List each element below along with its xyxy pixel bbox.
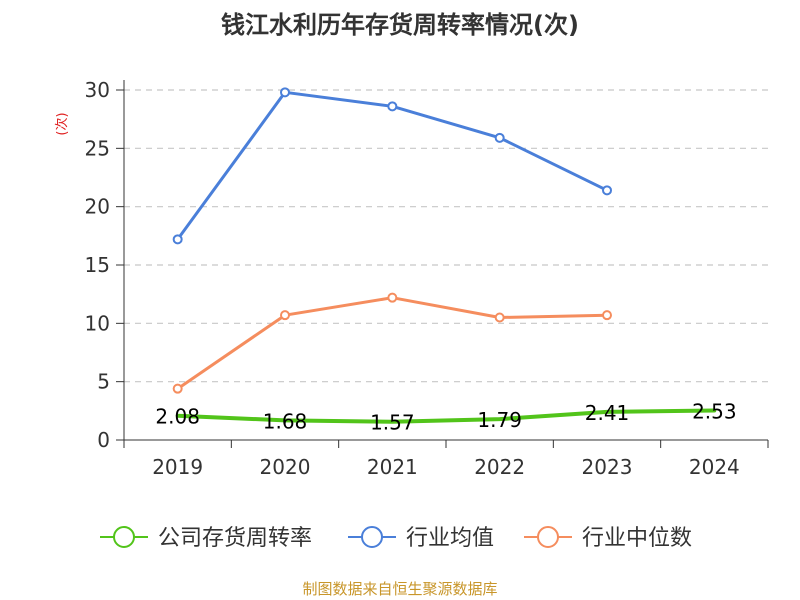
series-line-2	[176, 296, 609, 391]
series-point	[280, 87, 290, 98]
series-group	[172, 87, 717, 424]
grid-lines	[124, 89, 768, 383]
legend: 公司存货周转率 行业均值 行业中位数	[100, 526, 692, 551]
x-tick-label: 2024	[689, 455, 740, 479]
y-tick-label: 25	[85, 136, 110, 160]
series-point	[494, 312, 505, 323]
axes	[116, 80, 769, 448]
data-label: 2.41	[585, 401, 630, 425]
x-tick-labels: 2019 2020 2021 2022 2023 2024	[152, 455, 740, 479]
y-tick-label: 0	[97, 428, 110, 452]
legend-marker	[113, 526, 135, 548]
series-point	[172, 234, 183, 245]
legend-marker	[537, 526, 559, 548]
legend-label: 行业均值	[406, 526, 494, 551]
legend-marker	[361, 526, 383, 548]
series-point	[172, 383, 183, 394]
series-point	[602, 185, 612, 196]
data-label: 1.68	[263, 409, 308, 433]
x-tick-label: 2021	[367, 455, 418, 479]
x-tick-label: 2019	[152, 455, 203, 479]
series-line-0	[175, 408, 717, 424]
x-tick-label: 2023	[582, 455, 633, 479]
y-tick-label: 30	[85, 78, 110, 102]
x-tick-label: 2022	[474, 455, 525, 479]
legend-label: 公司存货周转率	[158, 526, 312, 551]
legend-label: 行业中位数	[582, 526, 692, 551]
series-point	[387, 292, 398, 303]
series-point	[387, 101, 398, 112]
y-tick-label: 10	[85, 311, 110, 335]
series-line-1	[176, 90, 609, 241]
chart-title: 钱江水利历年存货周转率情况(次)	[221, 11, 579, 39]
series-point	[280, 310, 290, 321]
data-label: 1.79	[477, 408, 522, 432]
x-tick-label: 2020	[260, 455, 311, 479]
series-point	[602, 310, 612, 321]
y-axis-label: (次)	[54, 112, 70, 135]
data-label: 2.53	[692, 399, 737, 423]
data-label: 1.57	[370, 411, 415, 435]
y-tick-labels: 0 5 10 15 20 25 30	[85, 78, 110, 452]
data-labels: 2.08 1.68 1.57 1.79 2.41 2.53	[155, 399, 736, 434]
data-label: 2.08	[155, 405, 200, 429]
source-note: 制图数据来自恒生聚源数据库	[302, 580, 497, 598]
y-tick-label: 20	[85, 195, 110, 219]
series-point	[494, 132, 505, 143]
y-tick-label: 5	[97, 370, 110, 394]
y-tick-label: 15	[85, 253, 110, 277]
